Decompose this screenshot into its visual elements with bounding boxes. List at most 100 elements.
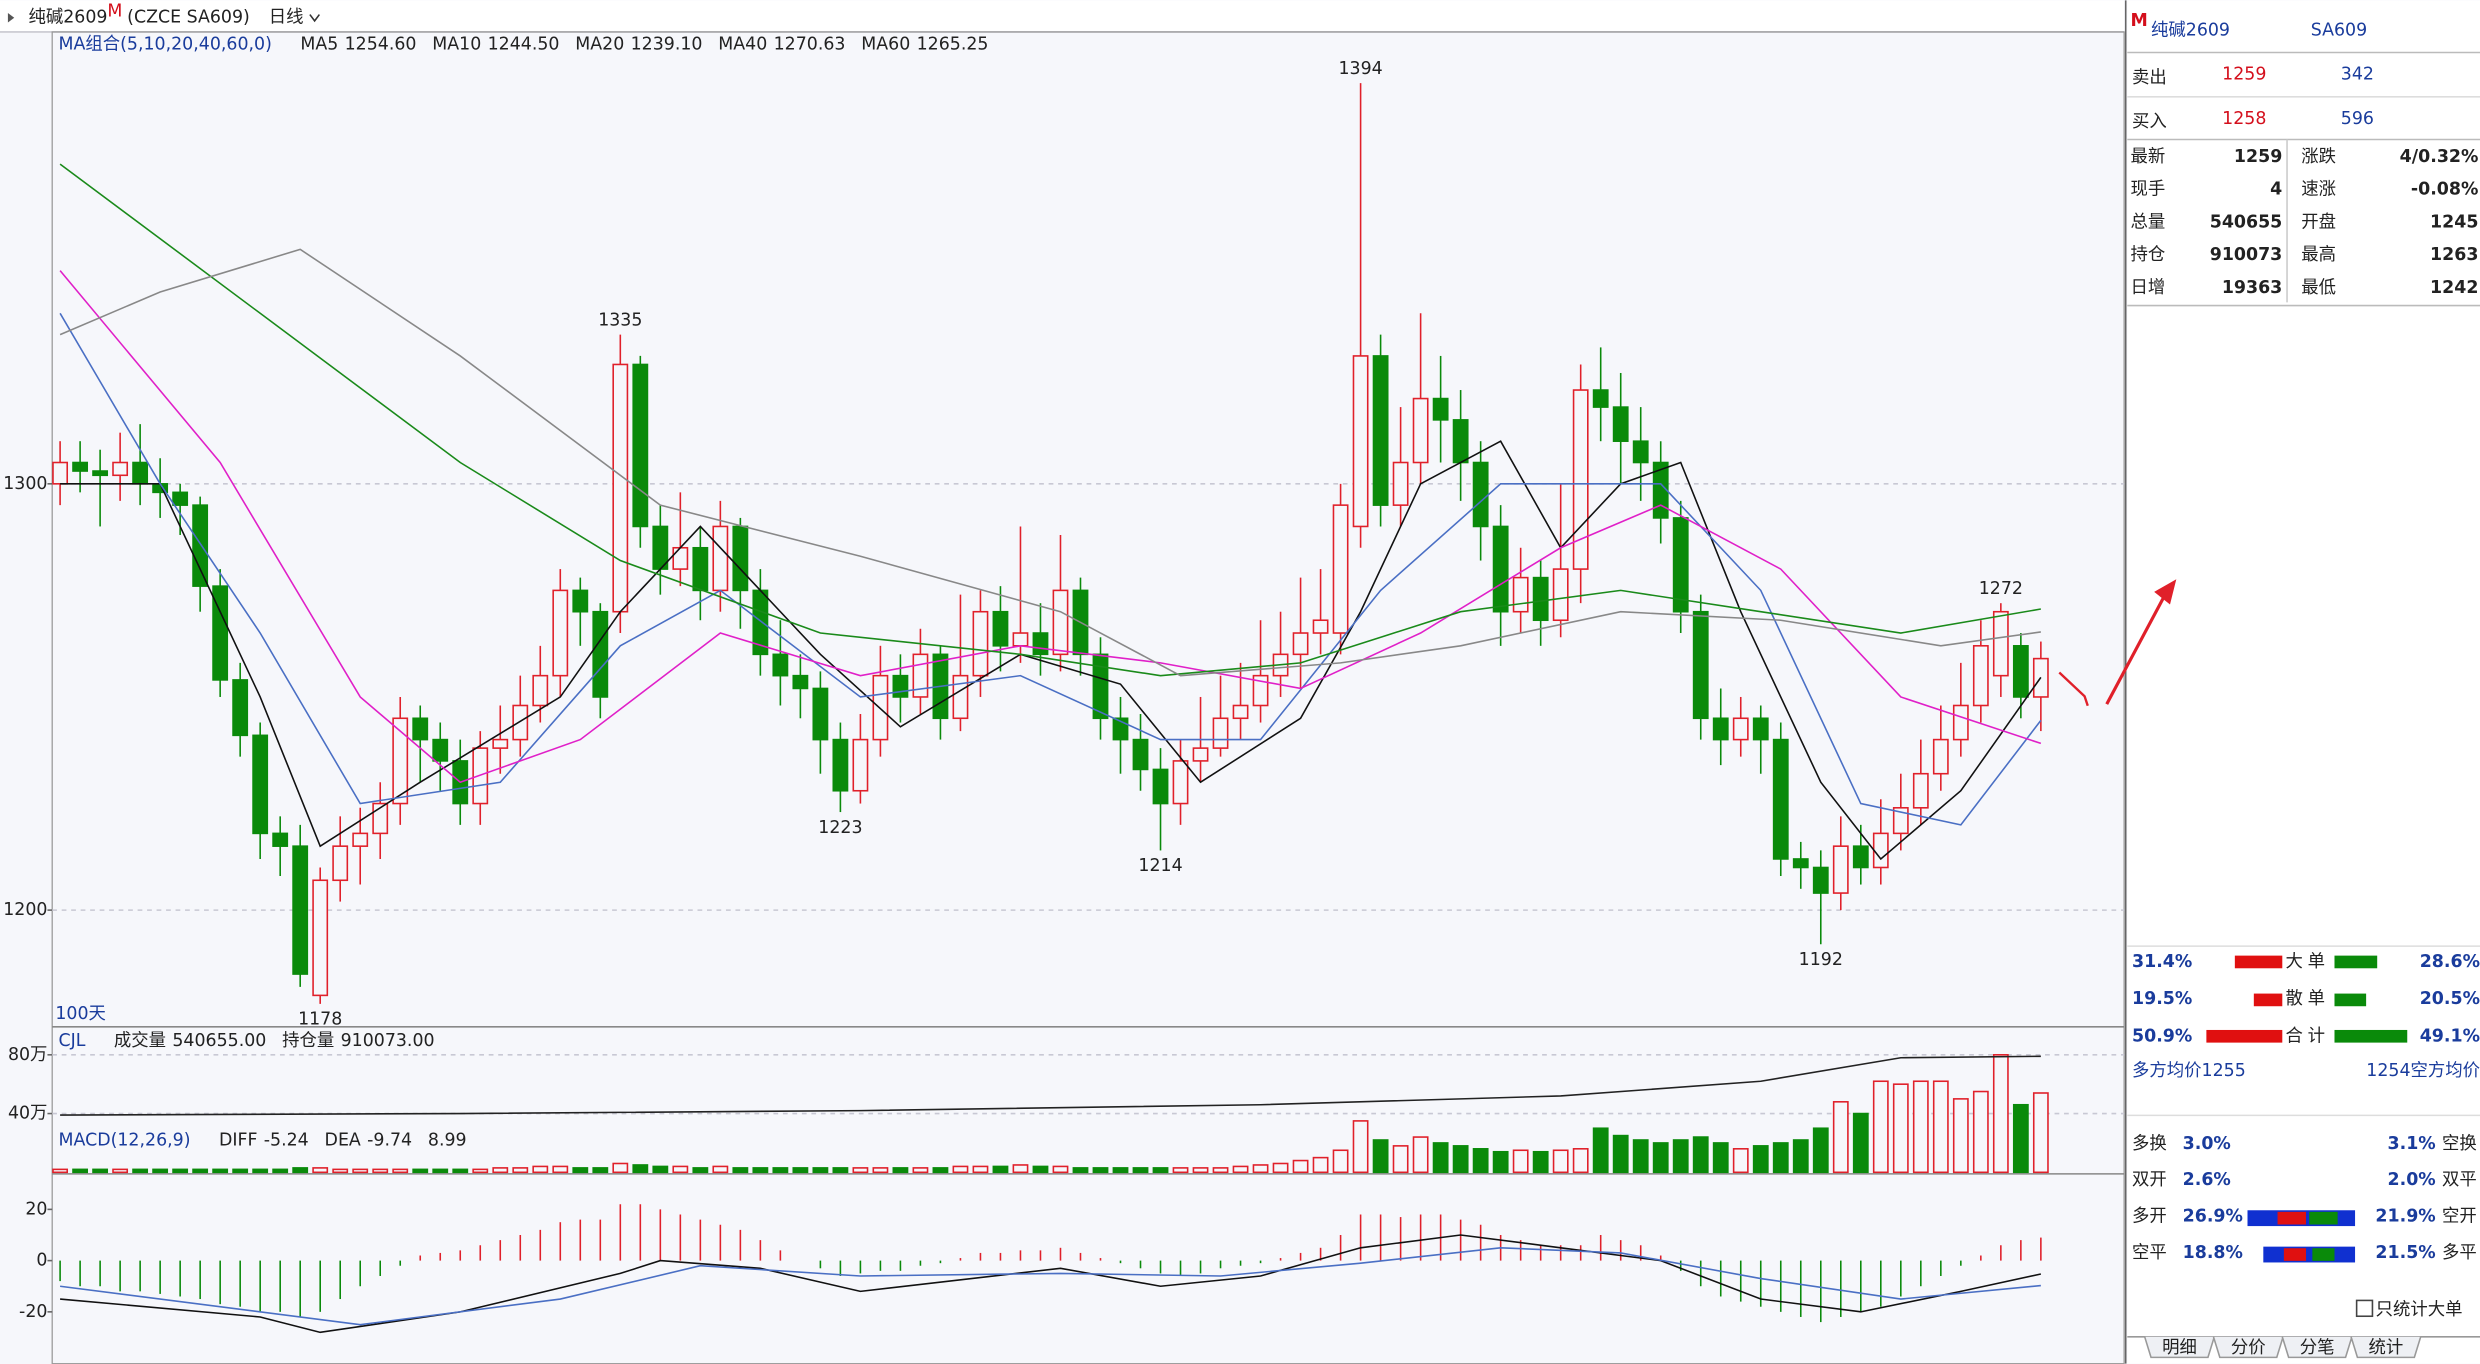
low-label: 1223 <box>818 818 862 838</box>
legend-name: MA40 <box>718 35 767 55</box>
volume-bar <box>612 1162 629 1174</box>
volume-bar <box>2012 1103 2029 1174</box>
flow-bar <box>2277 1211 2307 1225</box>
candle-body <box>1672 517 1689 613</box>
volume-bar <box>1592 1127 1609 1174</box>
tab-label[interactable]: 分价 <box>2231 1338 2266 1358</box>
tab[interactable] <box>2350 1336 2422 1359</box>
volume-bar <box>1492 1150 1509 1174</box>
candle-body <box>792 674 809 690</box>
stat-label: 现手 <box>2130 180 2165 200</box>
y-tick-label: 0 <box>36 1251 47 1271</box>
tab[interactable] <box>2212 1336 2284 1359</box>
volume-bar <box>732 1167 749 1174</box>
flow-bar <box>2309 1211 2338 1225</box>
candle-body <box>2012 645 2029 698</box>
volume-bar <box>1432 1142 1449 1174</box>
volume-bar <box>1752 1145 1769 1174</box>
candle-body <box>292 845 309 975</box>
legend-name: 成交量 <box>114 1031 166 1051</box>
stat-label: 总量 <box>2130 212 2165 232</box>
period-select[interactable]: 日线 <box>269 8 304 28</box>
tab-label[interactable]: 分笔 <box>2300 1338 2335 1358</box>
volume-bar <box>1772 1142 1789 1174</box>
flow-right: 49.1% <box>2420 1026 2480 1046</box>
volume-bar <box>1252 1164 1269 1174</box>
volume-bar <box>1212 1167 1229 1174</box>
y-tick-label: -20 <box>19 1302 47 1322</box>
tab[interactable] <box>2143 1336 2216 1359</box>
tab-label[interactable]: 统计 <box>2369 1338 2404 1358</box>
candle-body <box>132 461 149 485</box>
candle-body <box>1932 738 1949 775</box>
volume-bar <box>832 1167 849 1174</box>
flow-bar <box>2312 1248 2335 1261</box>
candle-body <box>492 738 509 749</box>
candle-body <box>1192 747 1209 762</box>
volume-bar <box>1292 1159 1309 1174</box>
flow-bar <box>2334 993 2367 1007</box>
ma-line <box>59 270 2042 784</box>
ma-line <box>59 248 2041 677</box>
top-bar <box>0 0 2125 32</box>
stat-label: 持仓 <box>2130 245 2165 265</box>
candle-body <box>172 491 189 506</box>
ma-line <box>60 440 2042 861</box>
dropdown-icon <box>309 14 321 23</box>
volume-bar <box>332 1168 349 1174</box>
stat-value: 4/0.32% <box>2400 147 2479 167</box>
volume-bar <box>552 1165 569 1174</box>
volume-bar <box>752 1167 769 1174</box>
volume-bar <box>712 1165 729 1174</box>
macd-line <box>60 1247 2041 1326</box>
volume-bar <box>172 1168 189 1174</box>
candle-body <box>892 674 909 698</box>
candle-body <box>972 610 989 677</box>
legend-name: 持仓量 <box>282 1031 334 1051</box>
candle-body <box>1612 406 1629 442</box>
stat-label: 最低 <box>2301 278 2336 298</box>
volume-bar <box>1472 1148 1489 1174</box>
candle-body <box>1492 525 1509 613</box>
book-label: 卖出 <box>2132 68 2167 88</box>
candle-body <box>912 653 929 698</box>
stat-value: 19363 <box>2222 278 2282 298</box>
volume-bar <box>1992 1054 2009 1174</box>
candle-body <box>392 717 409 805</box>
volume-bar <box>392 1168 409 1174</box>
flow-bar <box>2334 1029 2408 1043</box>
change-label: 双开 <box>2132 1170 2167 1190</box>
volume-bar <box>1032 1165 1049 1174</box>
candle-body <box>832 738 849 792</box>
flow-bar <box>2283 1248 2307 1261</box>
candle-body <box>1832 845 1849 894</box>
tab[interactable] <box>2281 1336 2353 1359</box>
candle-body <box>1632 440 1649 464</box>
candle-body <box>1312 619 1329 634</box>
checkbox[interactable] <box>2355 1299 2374 1318</box>
legend-value: 1265.25 <box>917 35 989 55</box>
volume-bar <box>1272 1162 1289 1174</box>
candle-body <box>1732 717 1749 741</box>
volume-bar <box>632 1164 649 1174</box>
change-left: 2.6% <box>2183 1170 2231 1190</box>
flow-label: 大单 <box>2285 952 2329 972</box>
candle-body <box>1512 576 1529 613</box>
candle-body <box>852 738 869 792</box>
menu-icon <box>7 12 15 23</box>
candle-body <box>952 674 969 720</box>
volume-bar <box>1372 1139 1389 1174</box>
y-tick-label: 40万 <box>8 1104 47 1124</box>
flow-bar <box>2234 955 2283 969</box>
legend-name: DIFF <box>219 1131 258 1151</box>
high-label: 1335 <box>598 310 642 330</box>
legend-value: 1244.50 <box>488 35 560 55</box>
volume-bar <box>492 1167 509 1174</box>
stat-label: 涨跌 <box>2301 147 2336 167</box>
low-label: 1178 <box>298 1010 342 1030</box>
open-interest-line <box>60 1055 2041 1116</box>
symbol: 纯碱2609 <box>28 8 107 28</box>
change-label: 多换 <box>2132 1134 2167 1154</box>
tab-label[interactable]: 明细 <box>2162 1338 2197 1358</box>
